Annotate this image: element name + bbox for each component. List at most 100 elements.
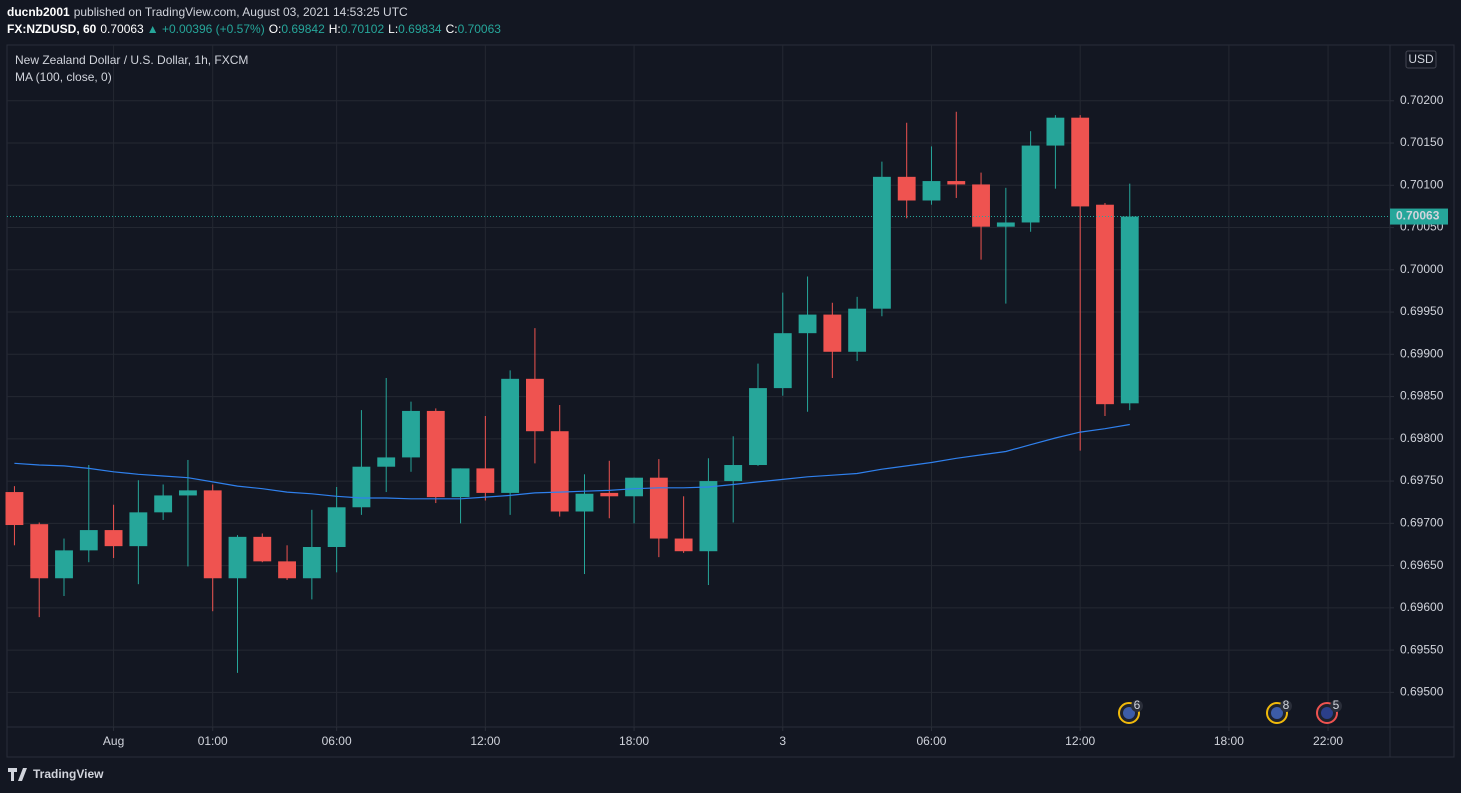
event-icon[interactable]: 5 xyxy=(1316,698,1342,724)
candle-body xyxy=(1071,117,1090,207)
y-tick-label: 0.69500 xyxy=(1400,685,1444,699)
moving-average xyxy=(14,423,1130,500)
header-line-1: ducnb2001 published on TradingView.com, A… xyxy=(7,5,408,19)
candle-body xyxy=(5,492,24,526)
candle-body xyxy=(79,530,98,551)
candle-body xyxy=(327,507,346,547)
y-tick-label: 0.69550 xyxy=(1400,642,1444,656)
candle-body xyxy=(773,333,792,389)
badge xyxy=(1280,700,1292,712)
candle-body xyxy=(352,466,371,508)
y-tick-label: 0.69750 xyxy=(1400,473,1444,487)
candle-body xyxy=(377,457,396,467)
header-line-2: FX:NZDUSD, 60 0.70063 ▲ +0.00396 (+0.57%) O… xyxy=(7,22,501,36)
brand[interactable]: TradingView xyxy=(33,767,104,781)
candle-body xyxy=(451,468,470,498)
event-icon[interactable]: 8 xyxy=(1266,698,1292,724)
candle-body xyxy=(600,492,619,497)
badge xyxy=(1131,700,1143,712)
candle-body xyxy=(476,468,495,493)
candle-body xyxy=(699,481,718,552)
candle-body xyxy=(649,477,668,539)
last-price-label: 0.70063 xyxy=(1396,209,1440,223)
candle-body xyxy=(749,388,767,466)
candle-body xyxy=(897,176,916,201)
x-tick-label: 12:00 xyxy=(1065,734,1095,748)
ohlc-label: C: xyxy=(446,22,458,36)
candle-body xyxy=(104,530,123,547)
candle-body xyxy=(203,490,222,579)
y-tick-label: 0.69800 xyxy=(1400,431,1444,445)
event-icon[interactable]: 6 xyxy=(1118,698,1143,724)
candle-body xyxy=(724,465,743,482)
candle-body xyxy=(426,410,445,498)
candle-body xyxy=(501,378,520,493)
candle-body xyxy=(179,490,197,496)
author: ducnb2001 xyxy=(7,5,70,19)
candle-body xyxy=(575,493,594,512)
candle-body xyxy=(674,538,693,552)
flag xyxy=(1271,707,1283,719)
candle-body xyxy=(823,314,842,352)
candle-body xyxy=(278,561,296,579)
brand-logo[interactable]: TradingView xyxy=(8,767,104,781)
event-count: 6 xyxy=(1134,698,1141,712)
flag xyxy=(1321,707,1333,719)
y-tick-label: 0.69950 xyxy=(1400,304,1444,318)
candle-body xyxy=(228,536,247,579)
candle-body xyxy=(922,181,941,201)
event-count: 8 xyxy=(1283,698,1290,712)
candle-body xyxy=(625,477,643,497)
candle-body xyxy=(129,512,148,547)
x-tick-label: 06:00 xyxy=(916,734,946,748)
x-tick-label: 01:00 xyxy=(198,734,228,748)
candle-body xyxy=(1096,204,1114,405)
chart-title: New Zealand Dollar / U.S. Dollar, 1h, FX… xyxy=(15,53,248,67)
y-tick-label: 0.69650 xyxy=(1400,558,1444,572)
y-tick-label: 0.70200 xyxy=(1400,93,1444,107)
chart-frame xyxy=(6,44,1455,758)
candle-body xyxy=(848,308,867,352)
x-tick-label: 06:00 xyxy=(322,734,352,748)
symbol: FX:NZDUSD, 60 xyxy=(7,22,97,36)
flag xyxy=(1123,707,1135,719)
y-tick-label: 0.70000 xyxy=(1400,262,1444,276)
candle-body xyxy=(55,550,73,579)
candle-body xyxy=(947,181,966,185)
last-price: 0.70063 xyxy=(100,22,144,36)
ohlc-label: L: xyxy=(388,22,398,36)
x-tick-label: 3 xyxy=(779,734,786,748)
last-price-tag xyxy=(1390,208,1448,225)
x-tick-label: 22:00 xyxy=(1313,734,1343,748)
candle-body xyxy=(972,184,990,227)
ohlc-label: O: xyxy=(269,22,282,36)
candle-body xyxy=(302,546,321,579)
badge xyxy=(1330,700,1342,712)
x-tick-label: Aug xyxy=(103,734,124,748)
x-tick-label: 18:00 xyxy=(619,734,649,748)
event-count: 5 xyxy=(1333,698,1340,712)
y-tick-label: 0.69700 xyxy=(1400,516,1444,530)
candle-body xyxy=(1120,216,1139,404)
candle-body xyxy=(872,176,891,309)
currency[interactable]: USD xyxy=(1408,52,1434,66)
plot-area: 0.69500 0.69550 0.69600 0.69650 0.69700 0.697… xyxy=(5,45,1444,748)
candle-body xyxy=(996,222,1015,227)
candle-body xyxy=(402,410,420,458)
candle-body xyxy=(1021,145,1040,223)
legend-entry: MA (100, close, 0) xyxy=(15,70,112,84)
change: ▲ +0.00396 (+0.57%) xyxy=(147,22,265,36)
y-tick-label: 0.69850 xyxy=(1400,389,1444,403)
y-tick-label: 0.70150 xyxy=(1400,135,1444,149)
candle-body xyxy=(798,314,817,334)
ohlc-label: H: xyxy=(329,22,341,36)
ohlc-value: 0.70063 xyxy=(458,22,502,36)
y-tick-label: 0.70100 xyxy=(1400,177,1444,191)
ohlc-value: 0.69842 xyxy=(281,22,325,36)
candle-body xyxy=(525,378,544,432)
candle-body xyxy=(550,431,569,512)
candle-body xyxy=(30,524,49,579)
ohlc-value: 0.70102 xyxy=(341,22,385,36)
currency-box[interactable] xyxy=(1405,50,1437,69)
